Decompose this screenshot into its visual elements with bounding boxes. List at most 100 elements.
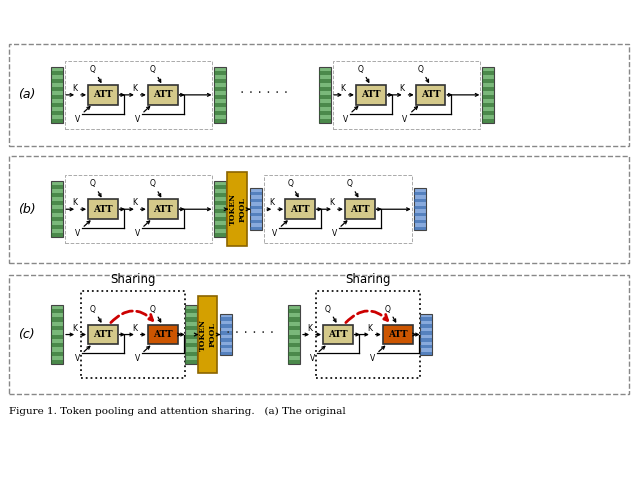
Text: Q: Q — [90, 305, 96, 314]
Bar — [214, 95, 227, 99]
Bar — [184, 343, 196, 348]
Bar — [220, 331, 232, 334]
Bar — [51, 67, 63, 123]
Bar — [413, 227, 426, 230]
Bar — [420, 317, 431, 320]
Bar — [288, 317, 300, 322]
Bar — [51, 201, 63, 205]
Bar — [214, 233, 227, 237]
Text: V: V — [369, 355, 375, 364]
Text: V: V — [342, 115, 348, 124]
Bar — [288, 305, 300, 364]
Text: K: K — [132, 84, 137, 93]
Bar — [214, 201, 227, 205]
FancyBboxPatch shape — [148, 85, 178, 105]
Text: V: V — [403, 115, 408, 124]
Bar — [420, 331, 431, 334]
FancyBboxPatch shape — [198, 296, 218, 373]
Bar — [420, 324, 431, 327]
Text: Sharing: Sharing — [345, 273, 390, 286]
Bar — [51, 71, 63, 75]
Text: V: V — [332, 229, 337, 238]
Bar — [214, 209, 227, 213]
Bar — [288, 309, 300, 313]
Bar — [184, 305, 196, 364]
Text: Q: Q — [150, 180, 156, 188]
Text: Q: Q — [325, 305, 331, 314]
FancyBboxPatch shape — [285, 199, 315, 219]
Bar — [288, 360, 300, 364]
Bar — [319, 79, 331, 83]
Bar — [319, 87, 331, 91]
Text: Q: Q — [418, 65, 424, 74]
Text: Q: Q — [358, 65, 364, 74]
Bar — [250, 206, 262, 209]
Bar — [51, 209, 63, 213]
Text: ATT: ATT — [153, 91, 173, 100]
Text: (b): (b) — [19, 203, 36, 216]
Text: V: V — [134, 355, 140, 364]
Bar — [250, 220, 262, 223]
Text: K: K — [367, 323, 372, 332]
Text: ATT: ATT — [420, 91, 440, 100]
Bar — [220, 324, 232, 327]
Text: · · · · · ·: · · · · · · — [240, 86, 288, 100]
Bar — [51, 360, 63, 364]
Bar — [51, 225, 63, 229]
Text: V: V — [75, 355, 80, 364]
Text: ATT: ATT — [153, 205, 173, 214]
Text: K: K — [132, 198, 137, 207]
FancyBboxPatch shape — [88, 324, 118, 345]
Bar — [288, 334, 300, 339]
FancyBboxPatch shape — [148, 324, 178, 345]
Text: V: V — [75, 115, 80, 124]
FancyBboxPatch shape — [227, 173, 247, 246]
Text: K: K — [269, 198, 274, 207]
Text: TOKEN
POOL: TOKEN POOL — [228, 193, 246, 225]
Bar — [51, 326, 63, 330]
Bar — [214, 217, 227, 221]
Text: V: V — [75, 229, 80, 238]
Bar — [319, 103, 331, 107]
Bar — [220, 338, 232, 342]
Bar — [319, 67, 331, 123]
Bar — [51, 352, 63, 356]
Bar — [288, 343, 300, 348]
Bar — [51, 186, 63, 189]
Text: ATT: ATT — [93, 330, 113, 339]
Bar — [51, 182, 63, 237]
Text: Q: Q — [90, 65, 96, 74]
Bar — [483, 71, 494, 75]
Text: K: K — [307, 323, 312, 332]
Text: Q: Q — [385, 305, 390, 314]
Text: K: K — [340, 84, 345, 93]
Bar — [184, 334, 196, 339]
Bar — [214, 111, 227, 115]
Bar — [220, 345, 232, 349]
Bar — [250, 213, 262, 216]
Bar — [220, 352, 232, 356]
Text: (c): (c) — [19, 328, 35, 341]
Bar — [51, 305, 63, 364]
Bar — [184, 352, 196, 356]
Bar — [413, 220, 426, 223]
Text: K: K — [72, 323, 77, 332]
Bar — [51, 217, 63, 221]
Bar — [250, 199, 262, 202]
Text: ATT: ATT — [388, 330, 408, 339]
Bar — [214, 182, 227, 237]
Bar — [51, 87, 63, 91]
Bar — [51, 103, 63, 107]
Bar — [483, 111, 494, 115]
Bar — [214, 103, 227, 107]
Bar — [220, 317, 232, 320]
Bar — [483, 103, 494, 107]
Text: Figure 1. Token pooling and attention sharing.   (a) The original: Figure 1. Token pooling and attention sh… — [10, 407, 346, 416]
Text: ATT: ATT — [291, 205, 310, 214]
Bar — [214, 87, 227, 91]
FancyBboxPatch shape — [345, 199, 375, 219]
Bar — [184, 317, 196, 322]
Text: ATT: ATT — [350, 205, 370, 214]
Bar — [413, 206, 426, 209]
Bar — [288, 352, 300, 356]
